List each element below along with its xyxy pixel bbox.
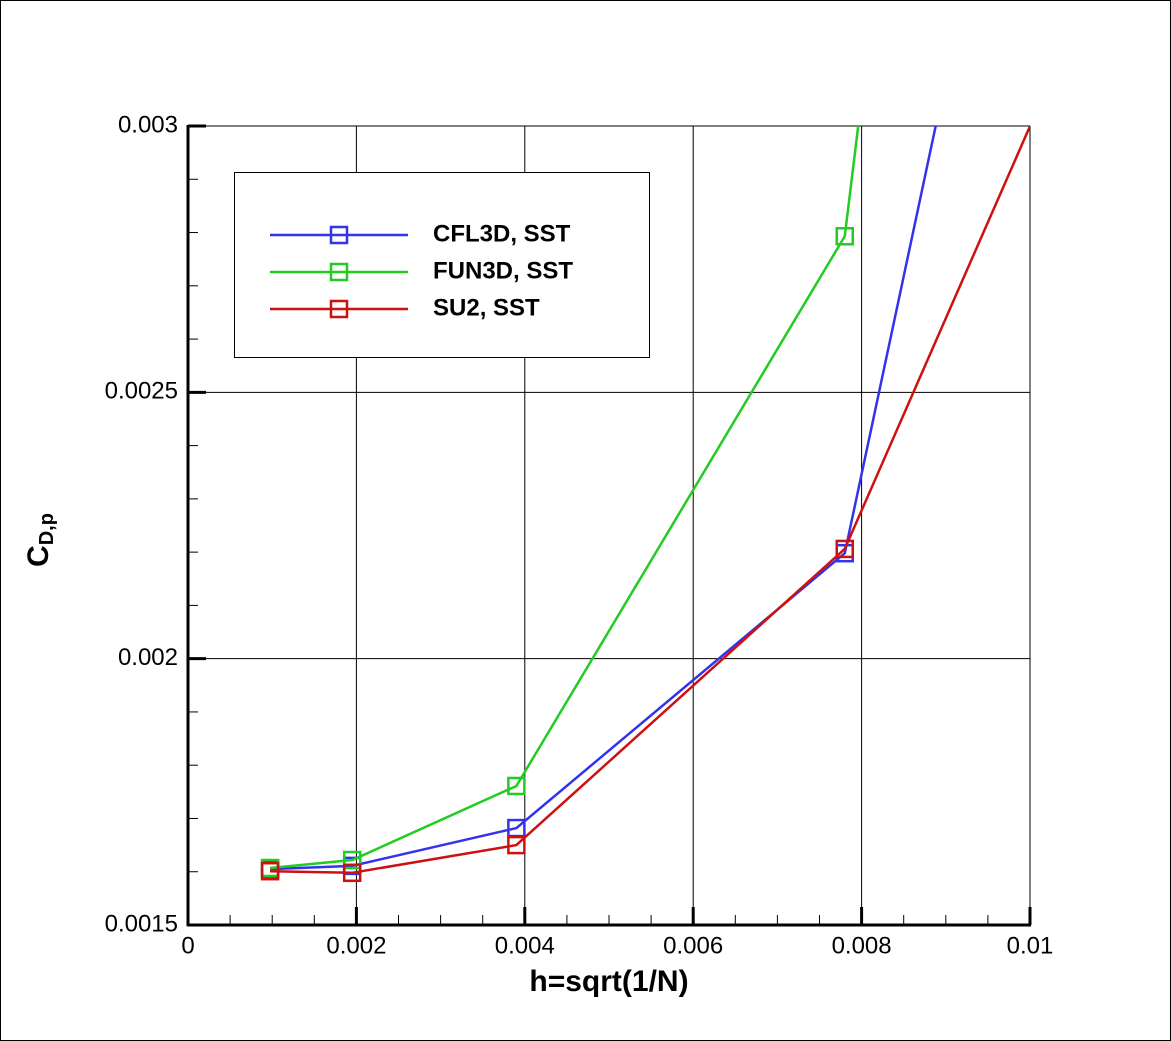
x-tick-label: 0.004 [495,932,555,959]
series-line [270,126,1030,875]
legend-label: FUN3D, SST [433,257,573,284]
marker [329,225,349,245]
axes: 0.0015 0.002 0.0025 0.003 0 0.002 0.004 0.006 0.… [105,111,1054,959]
y-axis-title: CD,p [22,513,58,567]
legend-box [234,172,650,358]
x-tick-label: 0 [181,932,194,959]
marker [342,863,362,883]
marker [260,861,280,881]
marker [835,539,855,559]
y-tick-label: 0.0025 [105,378,178,405]
x-tick-label: 0.002 [326,932,386,959]
legend-label: SU2, SST [433,294,540,321]
x-axis-title: h=sqrt(1/N) [529,965,688,998]
marker [342,850,362,870]
series-line [270,126,937,871]
marker [329,299,349,319]
marker [507,776,526,796]
y-tick-label: 0.0015 [105,910,178,937]
marker [329,262,349,282]
x-tick-label: 0.008 [832,932,892,959]
marker [507,835,526,855]
legend: CFL3D, SST FUN3D, SST SU2, SST [234,172,650,358]
marker [835,227,855,246]
x-tick-label: 0.01 [1007,932,1054,959]
legend-label: CFL3D, SST [433,220,571,247]
y-tick-label: 0.002 [118,644,178,671]
y-axis-title-sub: D,p [36,513,58,545]
series-line [269,126,860,870]
y-tick-label: 0.003 [118,111,178,138]
y-axis-title-main: C [22,545,55,567]
x-tick-label: 0.006 [663,932,723,959]
plot-area [260,126,1030,883]
